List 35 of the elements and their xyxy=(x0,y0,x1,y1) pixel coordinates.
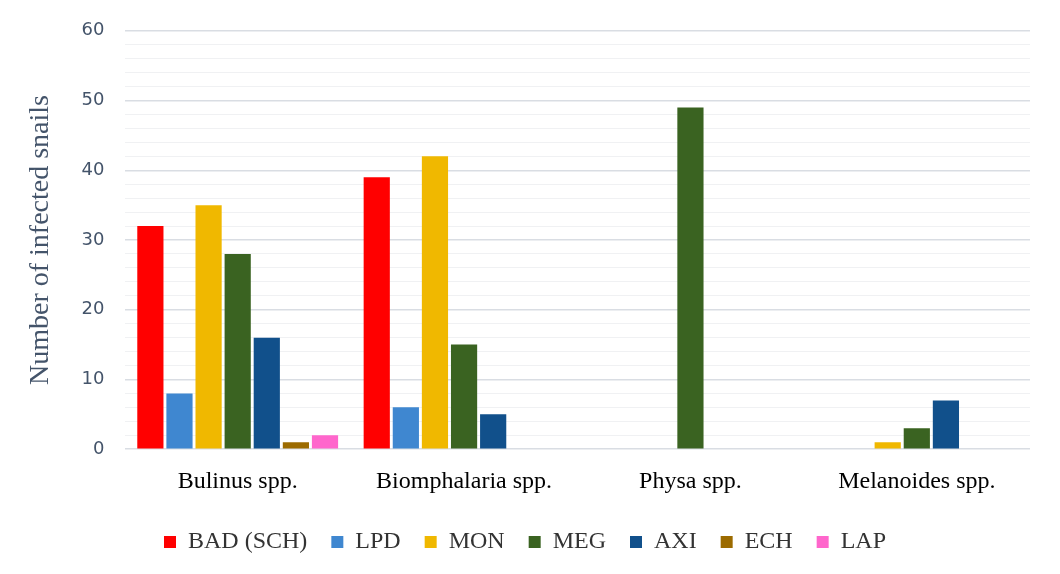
legend-label: MON xyxy=(448,527,505,554)
bar xyxy=(874,442,901,449)
bar xyxy=(224,253,251,449)
legend-label: LAP xyxy=(840,527,887,554)
x-tick-label: Physa spp. xyxy=(639,466,742,493)
bar xyxy=(932,400,960,449)
y-tick-label: 60 xyxy=(81,18,105,40)
bar xyxy=(677,107,704,449)
legend-label: ECH xyxy=(744,527,793,554)
legend-label: LPD xyxy=(355,527,401,554)
x-tick-label: Bulinus spp. xyxy=(177,466,298,493)
y-tick-label: 20 xyxy=(81,297,105,319)
bar xyxy=(195,205,222,449)
bar xyxy=(450,344,478,449)
bar xyxy=(363,177,390,449)
y-tick-label: 30 xyxy=(81,227,105,249)
y-tick-label: 10 xyxy=(81,367,105,389)
x-tick-label: Melanoides spp. xyxy=(838,466,996,493)
bar xyxy=(311,435,339,449)
y-tick-label: 40 xyxy=(81,157,105,179)
bar xyxy=(253,337,280,449)
y-tick-label: 0 xyxy=(93,436,105,458)
bar xyxy=(421,156,449,449)
legend-label: MEG xyxy=(552,527,607,554)
y-axis-title: Number of infected snails xyxy=(23,94,55,386)
bar xyxy=(392,407,419,449)
x-tick-label: Biomphalaria spp. xyxy=(376,466,553,493)
bar xyxy=(282,442,309,449)
bar xyxy=(166,393,193,449)
legend-label: AXI xyxy=(654,527,697,554)
y-tick-label: 50 xyxy=(81,88,105,110)
bar xyxy=(137,226,164,449)
legend-label: BAD (SCH) xyxy=(187,527,308,554)
bar xyxy=(903,428,930,449)
bar xyxy=(480,414,507,449)
